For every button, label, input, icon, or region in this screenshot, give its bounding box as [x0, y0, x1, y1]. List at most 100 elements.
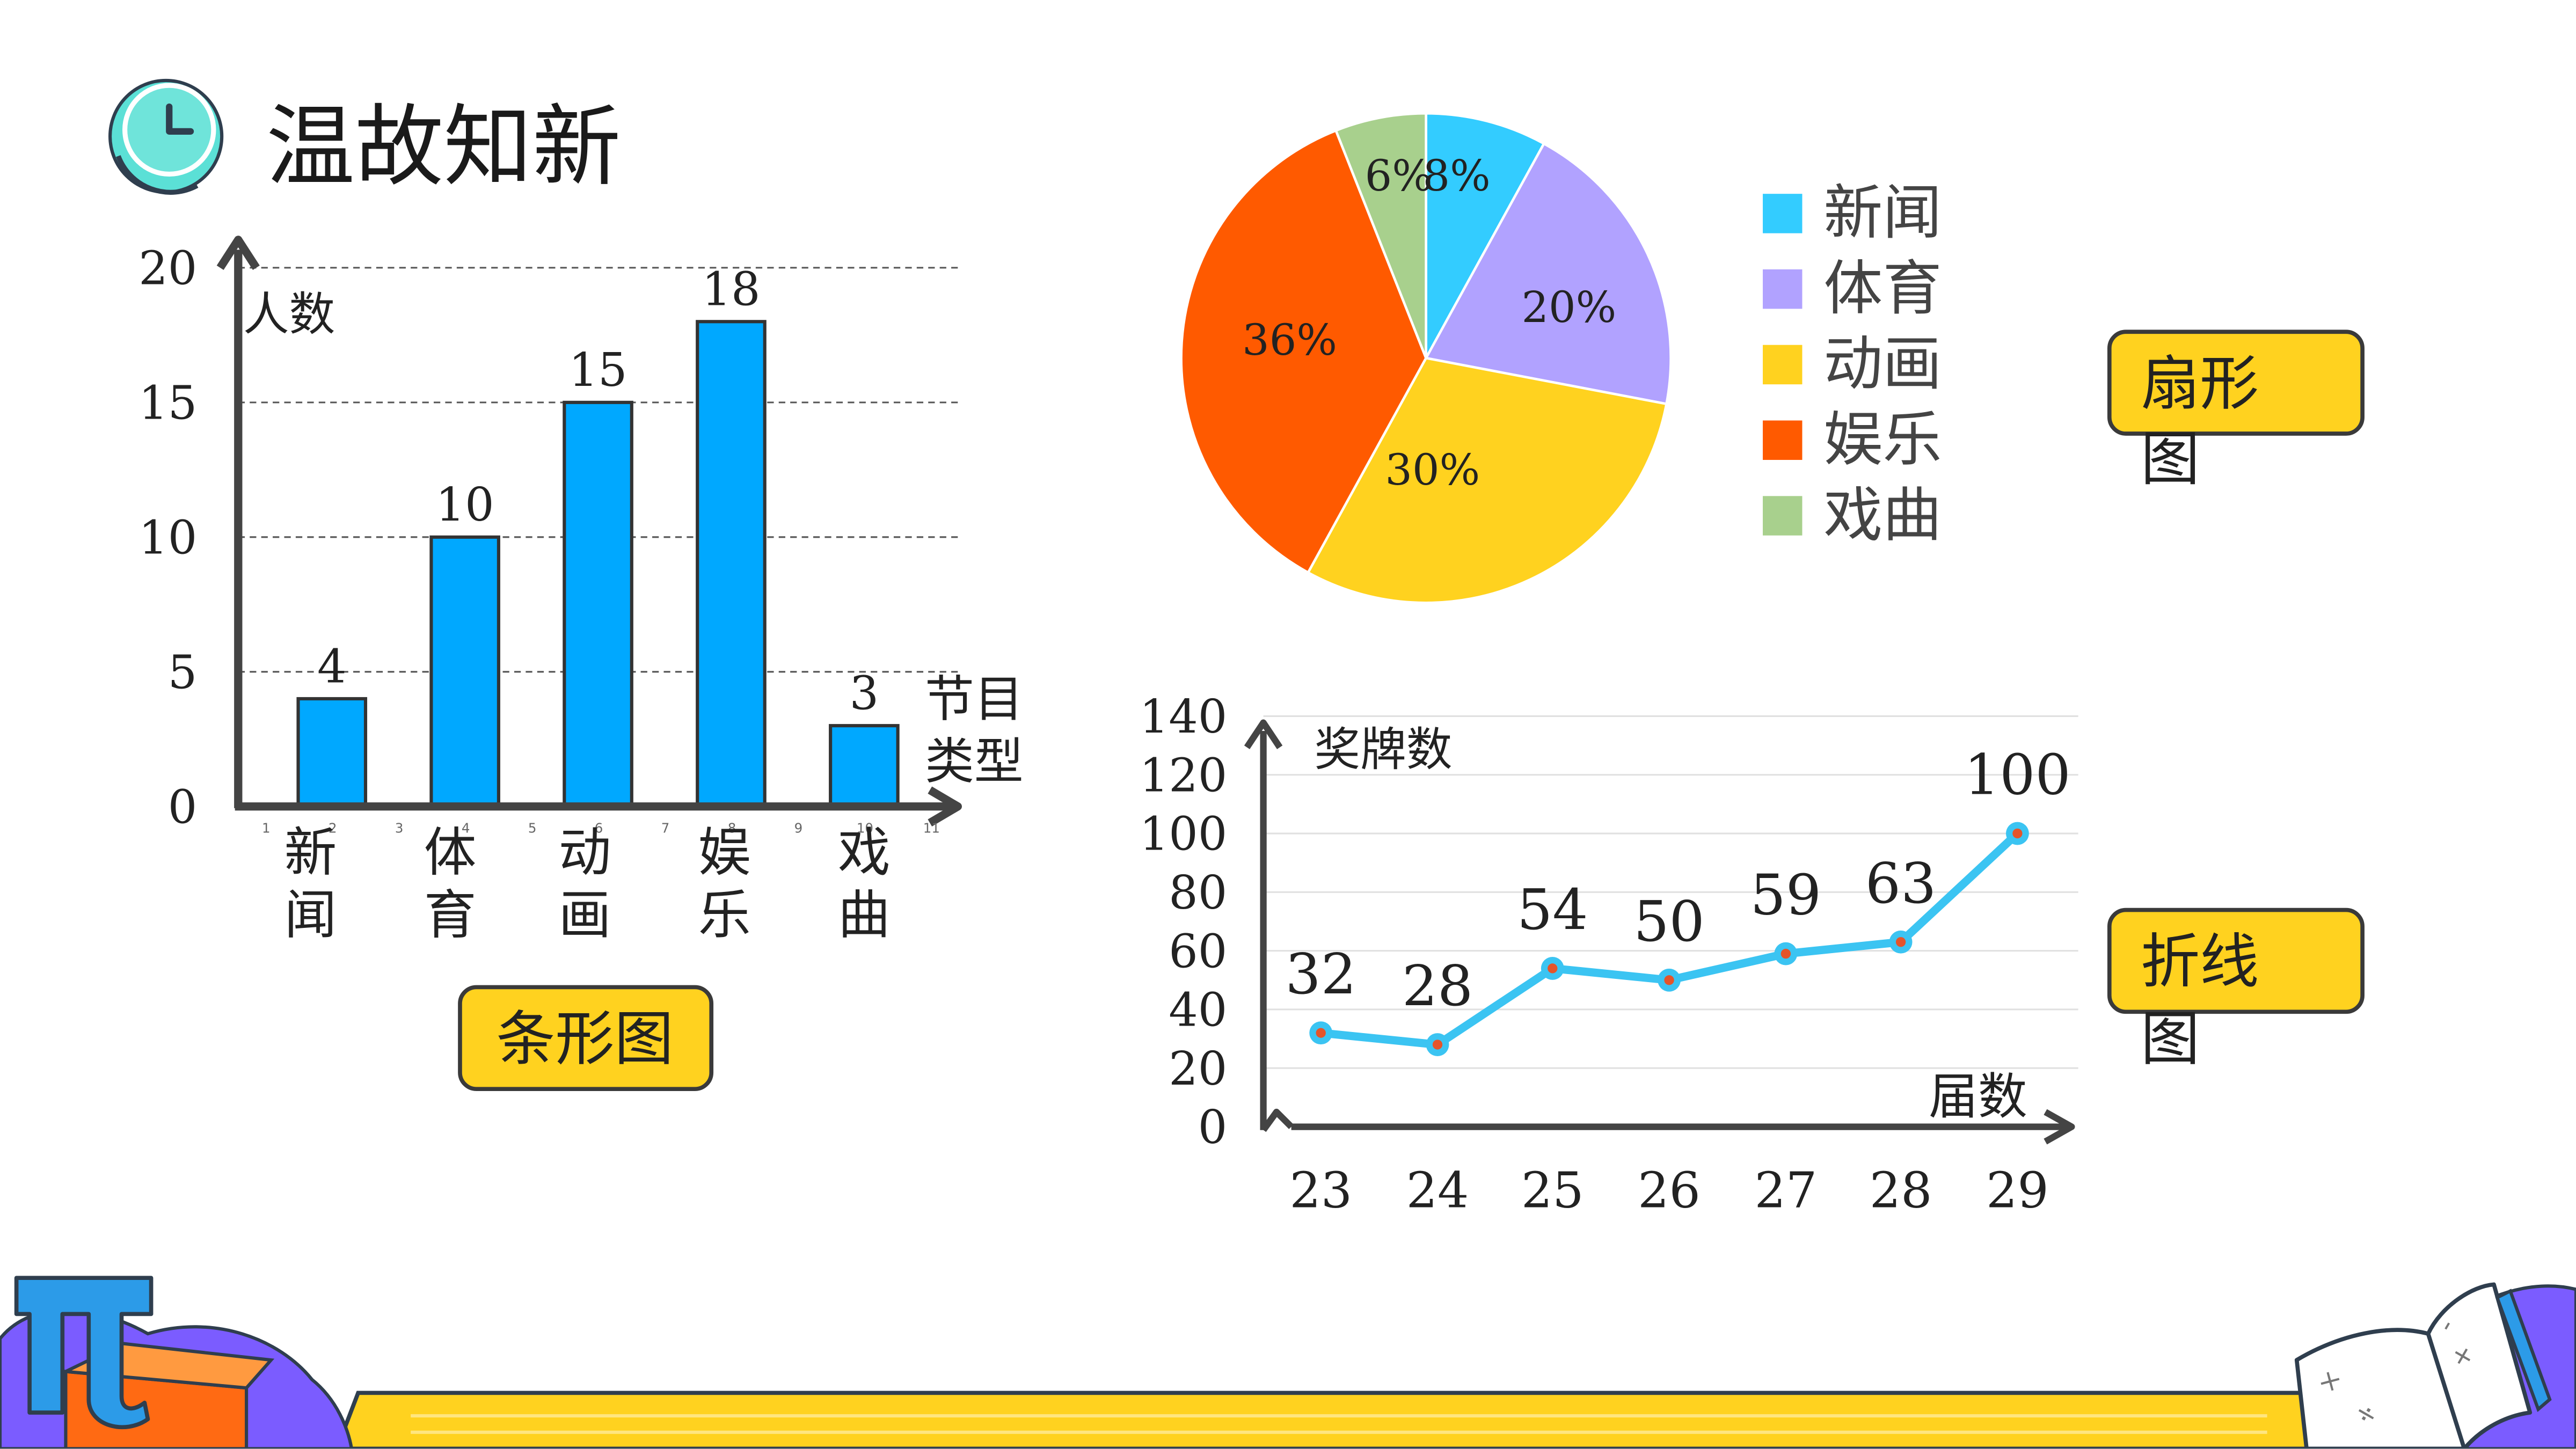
bar-data-label: 4 [317, 640, 347, 693]
pie-chart-button-label: 扇形图 [2141, 349, 2259, 494]
line-x-tick-label: 28 [1870, 1162, 1932, 1219]
bar [696, 320, 767, 808]
legend-swatch [1763, 194, 1803, 233]
bar-category-label: 画 [559, 884, 611, 946]
legend-swatch [1763, 345, 1803, 385]
pie-data-label: 8% [1422, 151, 1490, 201]
bar-y-tick-label: 15 [138, 376, 197, 430]
bar-minor-tick-label: 9 [794, 821, 803, 836]
bar-chart: 0 5 10 15 20 1 2 3 4 5 6 7 8 9 10 11 新闻 体育 动画 娱乐 戏曲 4 10 15 1… [138, 236, 1024, 946]
bar-category-label: 体 [424, 822, 477, 883]
line-x-axis-break [1260, 1108, 1294, 1132]
pi-icon [14, 1276, 154, 1430]
legend-label: 动画 [1823, 330, 1942, 398]
pie-slice [1180, 129, 1428, 574]
legend-label: 戏曲 [1823, 481, 1942, 550]
bar-category-label: 育 [424, 884, 477, 946]
line-point-center [1548, 963, 1558, 974]
line-x-tick-label: 29 [1986, 1162, 2049, 1219]
bar-category-label: 新 [284, 822, 337, 883]
pie-data-labels: 8% 20% 30% 36% 6% [1242, 151, 1616, 495]
line-y-tick-label: 100 [1140, 808, 1228, 861]
bar-chart-button[interactable]: 条形图 [458, 985, 714, 1092]
pie-data-label: 30% [1385, 445, 1480, 495]
line-y-tick-label: 20 [1169, 1042, 1227, 1096]
bar-minor-tick-label: 2 [329, 821, 337, 836]
bar-minor-tick-label: 10 [857, 821, 873, 836]
pie-data-label: 6% [1365, 151, 1433, 201]
line-point-center [1895, 937, 1906, 947]
bar-category-label: 动 [559, 822, 611, 883]
bar-minor-tick-label: 5 [528, 821, 537, 836]
bar-data-label: 18 [702, 263, 760, 317]
bar-chart-button-label: 条形图 [496, 1005, 674, 1073]
pie-slice [1306, 356, 1668, 604]
legend-swatch [1763, 269, 1803, 309]
bar-y-axis-arrow-icon [216, 236, 260, 270]
line-data-label: 32 [1286, 941, 1356, 1007]
line-data-label: 63 [1865, 851, 1936, 916]
bar-data-labels: 4 10 15 18 3 [317, 263, 879, 721]
pie-slice [1334, 112, 1427, 359]
line-y-tick-label: 0 [1198, 1101, 1228, 1154]
line-x-axis-arrow-icon [2044, 1109, 2075, 1145]
line-x-axis-label: 届数 [1929, 1068, 2027, 1125]
pie-slices [1180, 112, 1672, 604]
open-book-icon: × ÷ - + [2294, 1282, 2552, 1449]
page-title: 温故知新 [266, 96, 621, 199]
line-chart-gridlines [1263, 715, 2078, 1069]
bar-data-label: 15 [569, 343, 627, 397]
bar-minor-tick-label: 3 [395, 821, 404, 836]
footer-decoration: × ÷ - + [0, 1276, 2576, 1449]
line-point-center [1316, 1028, 1326, 1038]
pie-slice [1424, 142, 1672, 406]
line-data-label: 59 [1750, 862, 1821, 928]
line-chart-button-label: 折线图 [2141, 927, 2259, 1073]
legend-label: 娱乐 [1823, 405, 1942, 474]
line-chart-axes [1244, 719, 2075, 1145]
bar-y-axis-label: 人数 [243, 288, 335, 341]
line-y-axis-arrow-icon [1244, 719, 1283, 749]
bar-y-tick-label: 5 [168, 646, 198, 699]
line-point-center [1664, 975, 1674, 985]
line-data-label: 100 [1964, 742, 2071, 808]
bar-category-label: 闻 [284, 884, 337, 946]
bar-category-labels: 新闻 体育 动画 娱乐 戏曲 [284, 822, 890, 946]
line-point-center [1780, 948, 1791, 959]
clock-icon [108, 78, 224, 195]
pie-data-label: 36% [1242, 315, 1337, 365]
line-y-tick-label: 140 [1140, 690, 1228, 744]
line-chart-button[interactable]: 折线图 [2107, 908, 2365, 1074]
bar [429, 535, 500, 808]
bar-y-tick-labels: 0 5 10 15 20 [138, 241, 197, 834]
legend-label: 新闻 [1823, 179, 1942, 247]
bar-x-axis-label-line: 类型 [925, 733, 1024, 791]
bar-data-label: 3 [850, 667, 879, 721]
bar [563, 400, 633, 808]
bar-y-tick-label: 20 [138, 241, 197, 295]
line-x-tick-label: 26 [1638, 1162, 1701, 1219]
bar-chart-axes [216, 236, 962, 826]
line-y-tick-label: 60 [1169, 925, 1227, 978]
line-x-tick-label: 23 [1289, 1162, 1352, 1219]
line-data-label: 54 [1517, 877, 1588, 942]
line-point-center [2012, 828, 2023, 839]
line-x-tick-label: 25 [1521, 1162, 1584, 1219]
bar-minor-tick-label: 11 [923, 821, 940, 836]
bar-minor-tick-label: 6 [595, 821, 603, 836]
bar-y-tick-label: 10 [138, 511, 197, 565]
bar-category-label: 乐 [698, 884, 751, 946]
line-x-tick-label: 24 [1406, 1162, 1469, 1219]
line-point-center [1432, 1040, 1443, 1050]
pie-chart-button[interactable]: 扇形图 [2107, 330, 2365, 494]
line-data-label: 50 [1633, 889, 1704, 954]
line-data-label: 28 [1402, 953, 1473, 1019]
bar-category-label: 曲 [838, 884, 891, 946]
bar-category-label: 戏 [838, 822, 891, 883]
footer-yellow-band [334, 1391, 2327, 1449]
line-y-tick-label: 40 [1169, 984, 1227, 1037]
